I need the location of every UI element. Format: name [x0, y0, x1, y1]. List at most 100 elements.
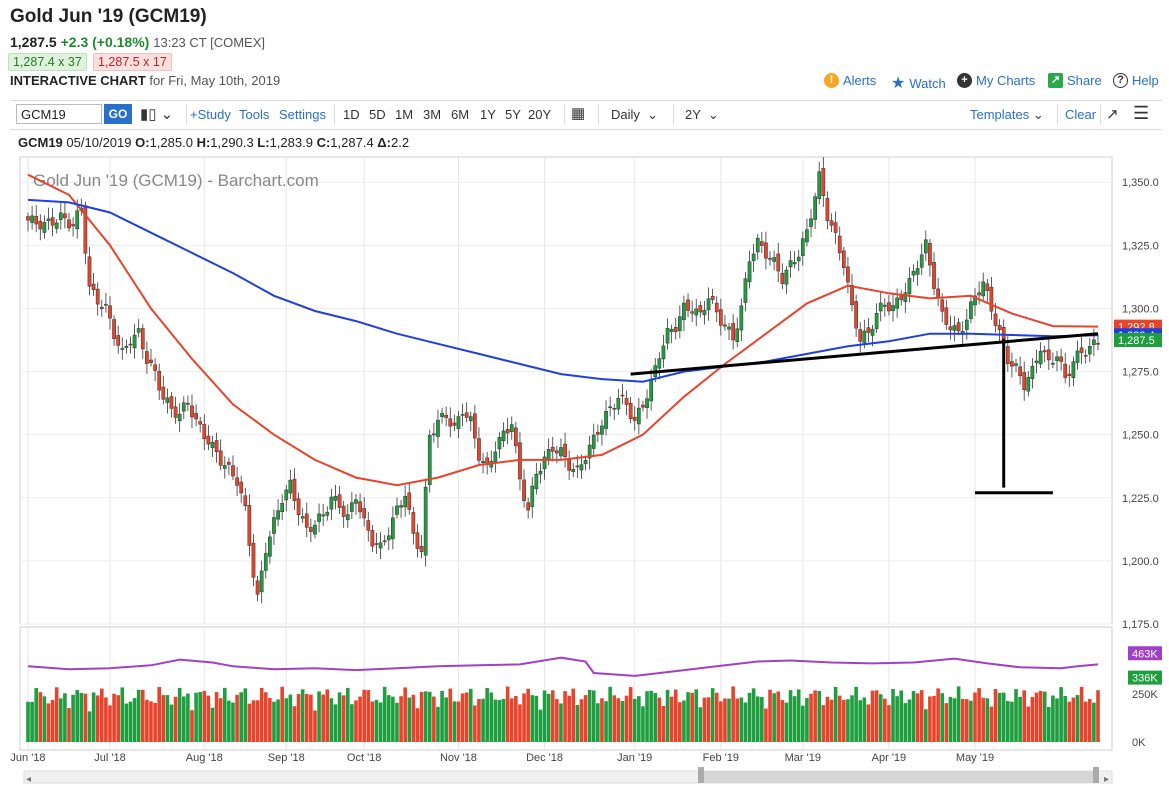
volume-bar	[542, 690, 547, 742]
candle-body	[399, 505, 403, 508]
my-charts-link[interactable]: + My Charts	[957, 73, 1035, 88]
candle-body	[1034, 360, 1039, 364]
period-20y[interactable]: 20Y	[528, 107, 552, 122]
navigator-left-handle[interactable]	[698, 767, 704, 783]
volume-bar	[944, 703, 949, 742]
period-3m[interactable]: 3M	[423, 107, 442, 122]
y-tick-label: 1,225.0	[1122, 493, 1159, 505]
trendline	[630, 332, 1099, 376]
x-tick-label: Feb '19	[703, 752, 739, 764]
candle-body	[1083, 355, 1088, 357]
candle-body	[800, 238, 805, 256]
templates-button[interactable]: Templates ⌄	[970, 107, 1044, 122]
volume-bar	[255, 700, 260, 742]
help-icon: ?	[1113, 73, 1128, 88]
candle-body	[366, 520, 371, 531]
candle-body	[669, 328, 674, 333]
scroll-left-arrow[interactable]: ◂	[26, 774, 31, 785]
settings-button[interactable]: Settings	[279, 107, 326, 122]
candle-body	[210, 442, 215, 448]
candle-body	[309, 527, 313, 532]
candle-body	[591, 434, 596, 449]
candle-body	[157, 371, 162, 391]
volume-bar	[969, 700, 973, 742]
volume-bar	[1088, 698, 1092, 742]
volume-bar	[481, 698, 485, 742]
volume-bar	[222, 687, 227, 742]
tools-button[interactable]: Tools	[239, 107, 270, 122]
scroll-right-arrow[interactable]: ▸	[1104, 774, 1109, 785]
volume-bar	[608, 686, 612, 742]
symbol-input[interactable]: GCM19	[16, 104, 102, 124]
navigator-selection[interactable]	[700, 771, 1098, 783]
volume-bar	[760, 697, 764, 742]
interval-select[interactable]: Daily ⌄	[611, 107, 659, 122]
expand-icon[interactable]: ↗	[1106, 106, 1119, 123]
candle-body	[186, 403, 190, 405]
candle-body	[124, 345, 129, 348]
candle-body	[374, 543, 379, 545]
period-6m[interactable]: 6M	[451, 107, 470, 122]
volume-bar	[354, 700, 358, 742]
period-5y[interactable]: 5Y	[505, 107, 521, 122]
volume-bar	[977, 688, 981, 742]
interval-label: Daily	[611, 107, 640, 122]
menu-icon[interactable]: ☰	[1133, 103, 1150, 123]
volume-bar	[522, 693, 526, 742]
volume-bar	[272, 701, 276, 742]
go-button[interactable]: GO	[104, 104, 132, 124]
watch-link[interactable]: ★ Watch	[891, 73, 946, 93]
x-tick-label: Aug '18	[186, 752, 223, 764]
volume-bar	[284, 698, 289, 742]
candle-body	[887, 302, 891, 312]
candle-body	[985, 283, 990, 291]
moving-average-red	[27, 173, 1099, 487]
volume-bar	[280, 686, 284, 742]
candle-body	[813, 196, 817, 220]
candle-body	[727, 326, 731, 330]
volume-bar	[1030, 697, 1035, 742]
candle-body	[895, 297, 899, 309]
candle-body	[415, 532, 420, 549]
candle-body	[751, 253, 756, 262]
help-label: Help	[1132, 73, 1159, 88]
candle-body	[550, 446, 555, 452]
calendar-icon[interactable]: ▦	[571, 105, 586, 122]
volume-average-line	[27, 656, 1099, 677]
volume-bar	[514, 696, 518, 742]
share-link[interactable]: ↗ Share	[1048, 73, 1102, 88]
period-1y[interactable]: 1Y	[480, 107, 496, 122]
volume-bar	[136, 689, 141, 742]
period-1d[interactable]: 1D	[343, 107, 360, 122]
candle-body	[850, 285, 854, 305]
candle-body	[1092, 339, 1096, 345]
volume-bar	[317, 691, 321, 742]
volume-bar	[833, 686, 838, 742]
navigator-right-handle[interactable]	[1093, 767, 1099, 783]
candle-body	[833, 222, 838, 233]
volume-bar	[518, 704, 522, 742]
volume-bar	[198, 692, 202, 742]
candle-body	[776, 253, 781, 272]
period-1m[interactable]: 1M	[395, 107, 414, 122]
clear-button[interactable]: Clear	[1065, 107, 1097, 122]
candle-body	[259, 570, 264, 593]
candlestick-type-icon[interactable]: ▮▯ ⌄	[140, 106, 174, 123]
range-select[interactable]: 2Y ⌄	[685, 107, 719, 122]
volume-bar	[1026, 706, 1031, 742]
candle-body	[386, 535, 391, 541]
volume-bar	[391, 696, 395, 742]
volume-bar	[645, 691, 649, 742]
study-button[interactable]: +Study	[190, 107, 231, 122]
candle-body	[677, 316, 682, 331]
volume-tick-label: 250K	[1132, 689, 1158, 701]
candle-body	[345, 514, 350, 521]
period-5d[interactable]: 5D	[369, 107, 386, 122]
alerts-link[interactable]: ! Alerts	[824, 73, 876, 88]
candle-body	[858, 329, 863, 342]
candle-body	[989, 286, 994, 312]
help-link[interactable]: ? Help	[1113, 73, 1159, 88]
volume-bar	[386, 695, 391, 742]
volume-bar	[567, 695, 571, 742]
